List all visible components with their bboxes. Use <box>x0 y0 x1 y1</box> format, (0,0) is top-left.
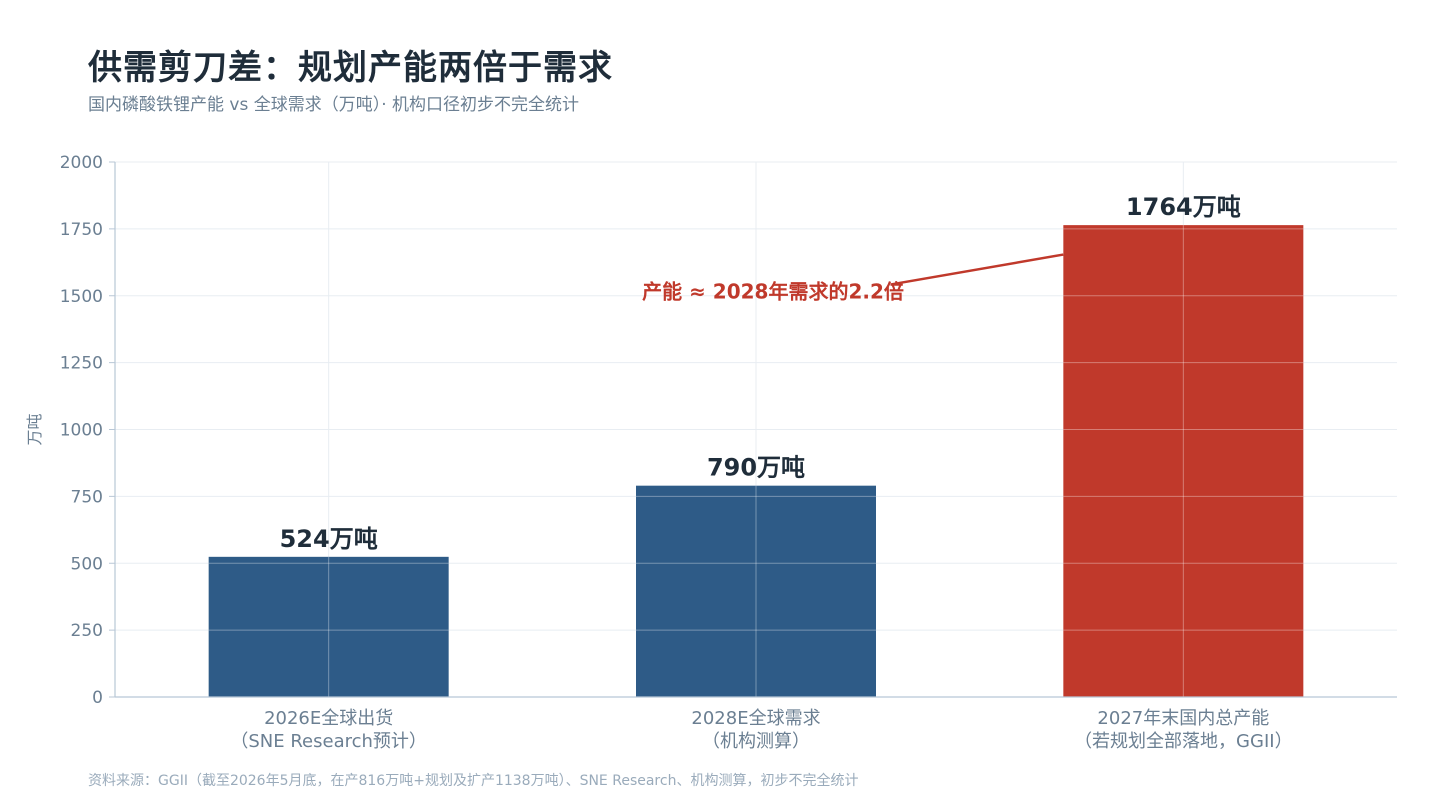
y-tick-label: 500 <box>71 554 103 574</box>
chart-subtitle: 国内磷酸铁锂产能 vs 全球需求（万吨）· 机构口径初步不完全统计 <box>88 95 580 115</box>
y-tick-label: 0 <box>92 688 103 708</box>
x-tick-label: （SNE Research预计） <box>230 731 427 752</box>
data-label: 524万吨 <box>280 525 378 553</box>
y-tick-label: 2000 <box>60 153 103 173</box>
bar-1 <box>208 556 449 697</box>
y-tick-label: 250 <box>71 621 103 641</box>
data-label: 790万吨 <box>707 454 805 482</box>
x-tick-label: 2027年末国内总产能 <box>1097 708 1269 729</box>
y-axis-label: 万吨 <box>25 413 44 445</box>
y-tick-label: 1750 <box>60 220 103 240</box>
annotation-line <box>890 253 1064 286</box>
bar-3 <box>1063 225 1304 697</box>
bar-2 <box>636 485 876 697</box>
x-tick-label: 2026E全球出货 <box>264 708 393 729</box>
y-tick-label: 1250 <box>60 354 103 374</box>
y-tick-label: 1000 <box>60 421 103 441</box>
data-label: 1764万吨 <box>1126 193 1241 221</box>
chart-title: 供需剪刀差：规划产能两倍于需求 <box>88 48 613 88</box>
x-tick-label: 2028E全球需求 <box>691 708 820 729</box>
source-footnote: 资料来源：GGII（截至2026年5月底，在产816万吨+规划及扩产1138万吨… <box>88 773 859 789</box>
y-tick-label: 750 <box>71 487 103 507</box>
x-tick-label: （若规划全部落地，GGII） <box>1074 731 1293 752</box>
x-tick-label: （机构测算） <box>702 731 810 752</box>
annotation-text: 产能 ≈ 2028年需求的2.2倍 <box>642 279 904 303</box>
y-tick-label: 1500 <box>60 287 103 307</box>
